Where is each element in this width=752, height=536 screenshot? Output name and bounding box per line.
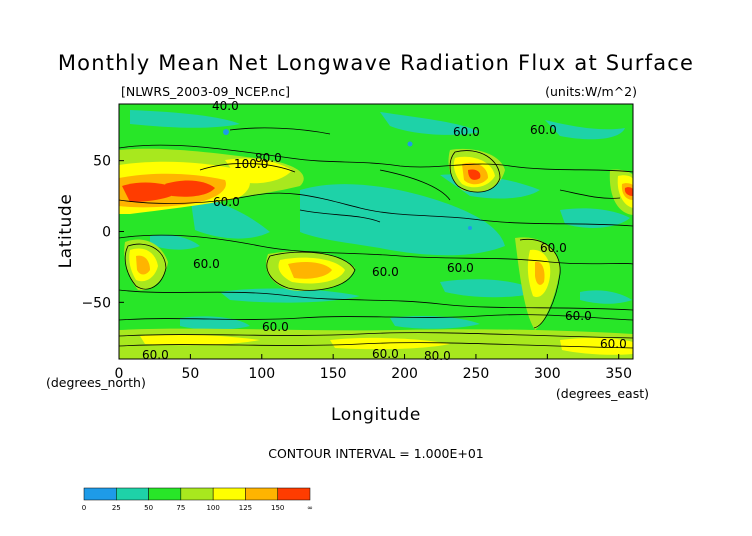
contour-label: 60.0 (530, 123, 557, 137)
y-unit-label: (degrees_north) (46, 375, 146, 390)
units-label: (units:W/m^2) (545, 84, 637, 99)
colorbar-swatch (148, 487, 182, 501)
contour-label: 60.0 (213, 195, 240, 209)
colorbar-tick-label: 125 (239, 504, 252, 512)
colorbar-tick-label: 100 (206, 504, 219, 512)
colorbar-tick-label: 75 (176, 504, 185, 512)
x-tick-label: 100 (248, 366, 275, 382)
dataset-filename: [NLWRS_2003-09_NCEP.nc] (121, 84, 290, 99)
y-tick-label: 0 (102, 225, 111, 241)
contour-label: 60.0 (193, 257, 220, 271)
x-axis-title: Longitude (331, 405, 421, 425)
y-tick-label: −50 (81, 295, 111, 311)
x-tick-label: 0 (115, 366, 124, 382)
contour-label: 60.0 (453, 125, 480, 139)
contour-label: 60.0 (447, 261, 474, 275)
contour-interval-note: CONTOUR INTERVAL = 1.000E+01 (268, 446, 484, 461)
colorbar-tick-label: 0 (82, 504, 86, 512)
contour-label: 60.0 (540, 241, 567, 255)
heatmap-field (119, 104, 633, 359)
y-axis-title: Latitude (56, 194, 76, 269)
x-tick-label: 150 (320, 366, 347, 382)
contour-label: 60.0 (262, 320, 289, 334)
contour-label: 40.0 (212, 99, 239, 113)
contour-label: 80.0 (255, 151, 282, 165)
contour-label: 60.0 (142, 348, 169, 362)
colorbar-swatch (180, 487, 214, 501)
contour-label: 80.0 (424, 349, 451, 363)
x-unit-label: (degrees_east) (556, 386, 649, 401)
colorbar-swatch (245, 487, 278, 501)
region-coldest (223, 129, 472, 230)
colorbar-tick-label: 150 (271, 504, 284, 512)
y-axis: 50 0 −50 (81, 154, 124, 311)
region-cool (130, 110, 632, 330)
contour-label: 100.0 (234, 157, 268, 171)
colorbar-tick-label: ∞ (307, 504, 313, 512)
colorbar-swatch (116, 487, 149, 501)
colorbar-tick-label: 25 (112, 504, 121, 512)
colorbar-swatch (277, 487, 311, 501)
contour-label: 60.0 (600, 337, 627, 351)
x-tick-label: 250 (463, 366, 490, 382)
x-tick-label: 300 (534, 366, 561, 382)
x-tick-label: 350 (605, 366, 632, 382)
contour-label: 60.0 (372, 347, 399, 361)
chart-title: Monthly Mean Net Longwave Radiation Flux… (58, 51, 694, 75)
contour-labels: 40.0 60.0 60.0 60.0 100.0 80.0 60.0 60.0… (142, 99, 627, 363)
colorbar-tick-label: 50 (144, 504, 153, 512)
colorbar-swatch (212, 487, 246, 501)
y-tick-label: 50 (93, 154, 111, 170)
contour-label: 60.0 (565, 309, 592, 323)
contour-label: 60.0 (372, 265, 399, 279)
colorbar: 0 25 50 75 100 125 150 ∞ (82, 487, 313, 512)
x-tick-label: 50 (181, 366, 199, 382)
region-hottest (122, 169, 633, 202)
x-axis: 0 50 100 150 200 250 300 350 (115, 354, 632, 382)
x-tick-label: 200 (391, 366, 418, 382)
contour-lines (119, 127, 633, 349)
colorbar-swatch (83, 487, 117, 501)
